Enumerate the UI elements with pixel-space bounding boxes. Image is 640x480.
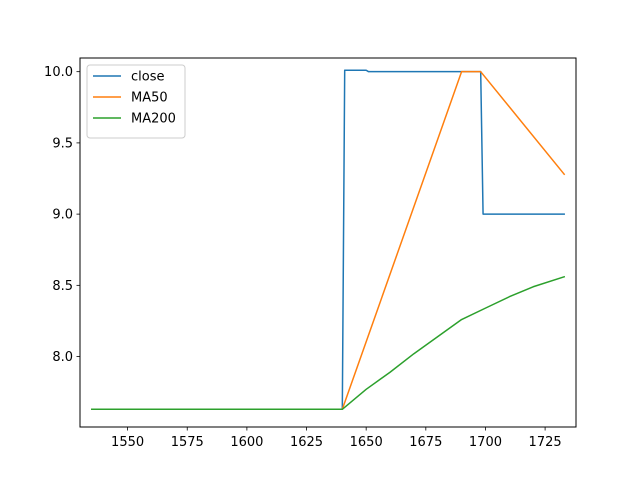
legend-label-close: close: [131, 70, 164, 85]
x-tick-label: 1725: [529, 435, 562, 450]
x-tick-label: 1675: [409, 435, 442, 450]
axes-layer: [79, 57, 577, 428]
legend-box: [86, 64, 186, 139]
x-tick-label: 1625: [290, 435, 323, 450]
series-layer: [91, 69, 566, 411]
y-axis-ticks: 8.0 8.5 9.0 9.5 10.0: [44, 65, 80, 365]
y-tick-label: 9.0: [52, 208, 73, 223]
legend-label-ma200: MA200: [131, 112, 176, 127]
y-tick-label: 9.5: [52, 136, 73, 151]
x-tick-label: 1575: [171, 435, 204, 450]
x-tick-label: 1550: [111, 435, 144, 450]
x-axis-ticks: 1550 1575 1600 1625 1650 1675 1700 1725: [111, 427, 562, 450]
y-tick-label: 8.0: [52, 350, 73, 365]
axes-frame: [79, 57, 577, 428]
series-line-close: [91, 69, 565, 411]
y-tick-label: 8.5: [52, 279, 73, 294]
legend: close MA50 MA200: [86, 64, 186, 139]
x-tick-label: 1650: [350, 435, 383, 450]
x-tick-label: 1700: [469, 435, 502, 450]
series-line-ma200: [91, 275, 566, 411]
x-tick-label: 1600: [230, 435, 263, 450]
y-tick-label: 10.0: [44, 65, 73, 80]
legend-label-ma50: MA50: [131, 91, 168, 106]
